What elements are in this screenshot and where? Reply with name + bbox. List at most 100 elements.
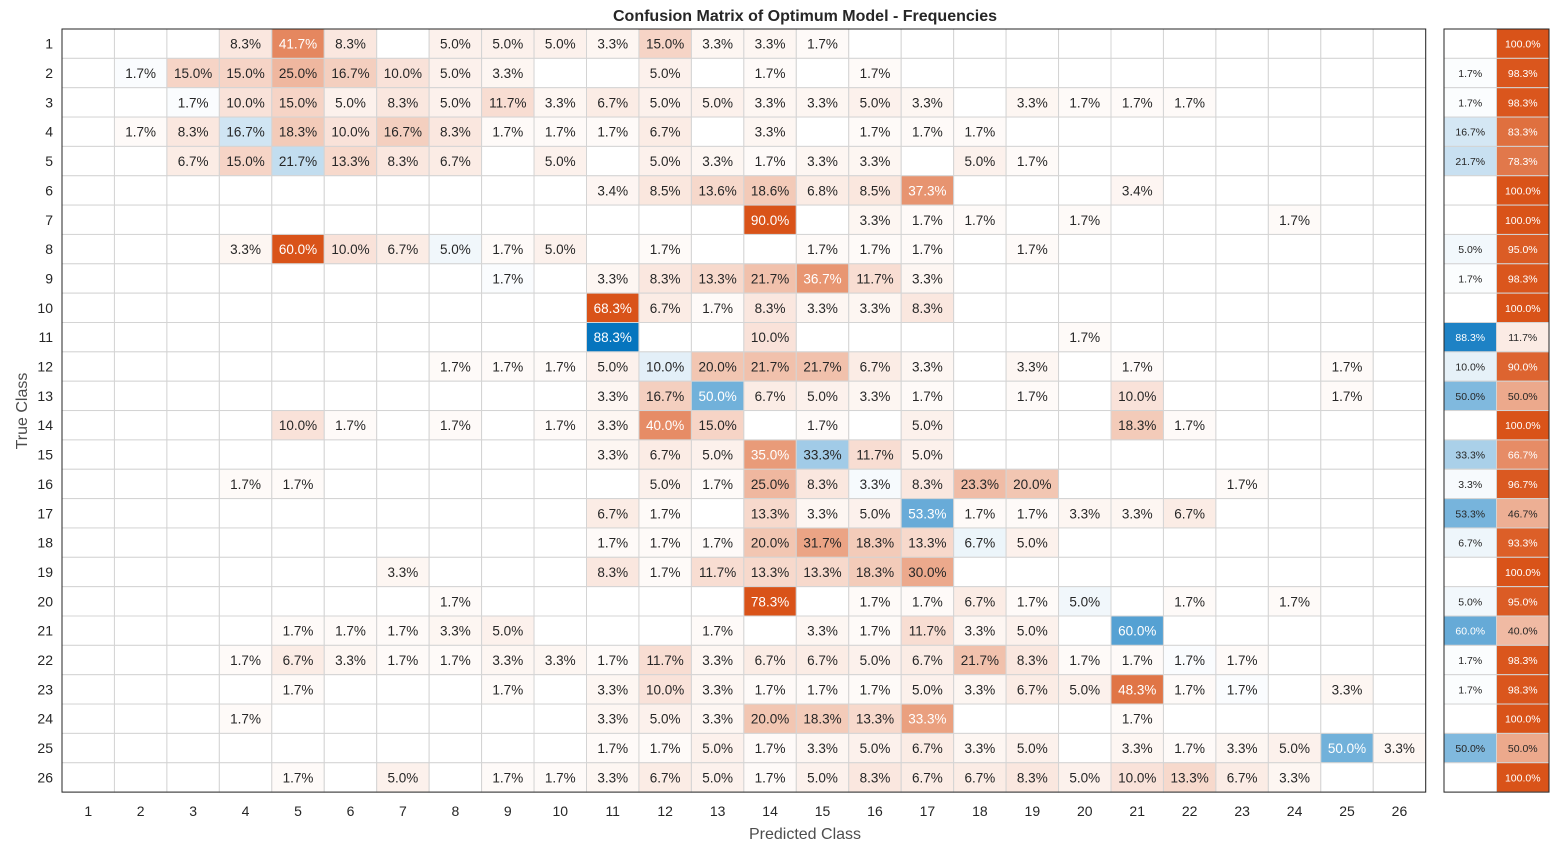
- cell-value-r13-c13: 50.0%: [698, 389, 736, 404]
- matrix-cell-r4-c1: [61, 116, 115, 147]
- cell-value-r26-c19: 8.3%: [1017, 770, 1048, 785]
- matrix-cell-r10-c4: [218, 292, 273, 323]
- matrix-cell-r21-c7: [376, 615, 430, 646]
- summary-incorrect-value-r18: 93.3%: [1508, 538, 1538, 550]
- matrix-cell-r4-c21: [1110, 116, 1164, 147]
- matrix-cell-r2-c6: [323, 57, 378, 89]
- matrix-cell-r6-c24: [1267, 175, 1322, 206]
- x-tick-label: 9: [504, 803, 512, 819]
- summary-incorrect-r21: [1496, 615, 1550, 646]
- cell-value-r22-c11: 1.7%: [597, 653, 628, 668]
- y-tick-label: 8: [45, 241, 53, 257]
- matrix-cell-r3-c23: [1215, 87, 1269, 118]
- cell-value-r7-c18: 1.7%: [964, 213, 995, 228]
- summary-incorrect-r2: [1496, 57, 1550, 89]
- matrix-cell-r17-c9: [481, 498, 535, 529]
- matrix-cell-r17-c2: [113, 498, 168, 529]
- matrix-cell-r18-c9: [481, 527, 535, 558]
- matrix-cell-r13-c10: [533, 380, 587, 412]
- matrix-cell-r23-c19: [1005, 674, 1060, 705]
- cell-value-r26-c22: 13.3%: [1171, 770, 1209, 785]
- matrix-cell-r22-c6: [323, 644, 378, 676]
- matrix-cell-r6-c17: [900, 175, 955, 206]
- cell-value-r22-c5: 6.7%: [283, 653, 314, 668]
- matrix-cell-r4-c16: [848, 116, 902, 147]
- matrix-cell-r9-c12: [638, 263, 692, 294]
- matrix-cell-r10-c13: [690, 292, 745, 323]
- cell-value-r9-c16: 11.7%: [856, 271, 893, 286]
- matrix-cell-r1-c12: [638, 28, 692, 59]
- matrix-cell-r15-c2: [113, 439, 168, 470]
- cell-value-r5-c14: 1.7%: [755, 154, 786, 169]
- matrix-cell-r22-c7: [376, 644, 430, 676]
- cell-value-r26-c17: 6.7%: [912, 770, 943, 785]
- matrix-cell-r14-c11: [586, 410, 640, 441]
- cell-value-r9-c17: 3.3%: [912, 271, 943, 286]
- matrix-cell-r2-c4: [218, 57, 273, 89]
- cell-value-r24-c13: 3.3%: [702, 712, 733, 727]
- cell-value-r23-c12: 10.0%: [646, 682, 684, 697]
- matrix-cell-r6-c7: [376, 175, 430, 206]
- matrix-cell-r8-c2: [113, 233, 168, 265]
- matrix-cell-r26-c16: [848, 762, 902, 793]
- matrix-cell-r20-c22: [1162, 586, 1217, 617]
- matrix-cell-r22-c25: [1320, 644, 1374, 676]
- matrix-cell-r20-c1: [61, 586, 115, 617]
- matrix-cell-r15-c19: [1005, 439, 1060, 470]
- matrix-cell-r20-c6: [323, 586, 378, 617]
- matrix-cell-r19-c17: [900, 556, 955, 588]
- matrix-cell-r17-c4: [218, 498, 273, 529]
- matrix-cell-r19-c20: [1058, 556, 1112, 588]
- matrix-cell-r16-c1: [61, 468, 115, 500]
- matrix-cell-r20-c4: [218, 586, 273, 617]
- matrix-cell-r16-c25: [1320, 468, 1374, 500]
- matrix-cell-r4-c15: [795, 116, 850, 147]
- cell-value-r12-c21: 1.7%: [1122, 360, 1153, 375]
- cell-value-r22-c16: 5.0%: [860, 653, 891, 668]
- matrix-cell-r17-c8: [428, 498, 483, 529]
- matrix-cell-r1-c14: [743, 28, 797, 59]
- matrix-cell-r8-c3: [166, 233, 220, 265]
- matrix-cell-r4-c5: [271, 116, 325, 147]
- cell-value-r19-c7: 3.3%: [388, 565, 419, 580]
- cell-value-r8-c7: 6.7%: [388, 242, 419, 257]
- matrix-cell-r7-c18: [953, 204, 1007, 235]
- matrix-cell-r12-c16: [848, 351, 902, 382]
- cell-value-r25-c26: 3.3%: [1384, 741, 1415, 756]
- matrix-cell-r5-c2: [113, 145, 168, 177]
- cell-value-r17-c17: 53.3%: [908, 506, 946, 521]
- y-tick-label: 13: [37, 388, 53, 404]
- matrix-cell-r5-c12: [638, 145, 692, 177]
- matrix-cell-r14-c25: [1320, 410, 1374, 441]
- summary-correct-r1: [1443, 28, 1497, 59]
- matrix-cell-r25-c16: [848, 732, 902, 764]
- summary-incorrect-value-r13: 50.0%: [1508, 391, 1538, 403]
- cell-value-r4-c4: 16.7%: [226, 125, 264, 140]
- matrix-cell-r21-c16: [848, 615, 902, 646]
- cell-value-r4-c6: 10.0%: [331, 125, 369, 140]
- cell-value-r22-c22: 1.7%: [1174, 653, 1205, 668]
- cell-value-r16-c18: 23.3%: [961, 477, 999, 492]
- summary-correct-value-r23: 1.7%: [1458, 684, 1482, 696]
- cell-value-r22-c18: 21.7%: [961, 653, 999, 668]
- cell-value-r4-c9: 1.7%: [492, 125, 523, 140]
- cell-value-r20-c24: 1.7%: [1279, 594, 1310, 609]
- matrix-cell-r24-c8: [428, 703, 483, 734]
- matrix-cell-r11-c25: [1320, 322, 1374, 353]
- summary-correct-value-r20: 5.0%: [1458, 596, 1482, 608]
- cell-value-r19-c15: 13.3%: [803, 565, 841, 580]
- matrix-cell-r23-c6: [323, 674, 378, 705]
- cell-value-r2-c3: 15.0%: [174, 66, 212, 81]
- matrix-cell-r10-c2: [113, 292, 168, 323]
- matrix-cell-r7-c9: [481, 204, 535, 235]
- matrix-cell-r16-c7: [376, 468, 430, 500]
- cell-value-r2-c7: 10.0%: [384, 66, 422, 81]
- matrix-cell-r22-c15: [795, 644, 850, 676]
- matrix-cell-r12-c5: [271, 351, 325, 382]
- cell-value-r3-c11: 6.7%: [597, 95, 628, 110]
- cell-value-r10-c16: 3.3%: [860, 301, 891, 316]
- y-tick-label: 25: [37, 740, 53, 756]
- matrix-cell-r25-c2: [113, 732, 168, 764]
- matrix-cell-r5-c19: [1005, 145, 1060, 177]
- cell-value-r23-c14: 1.7%: [755, 682, 786, 697]
